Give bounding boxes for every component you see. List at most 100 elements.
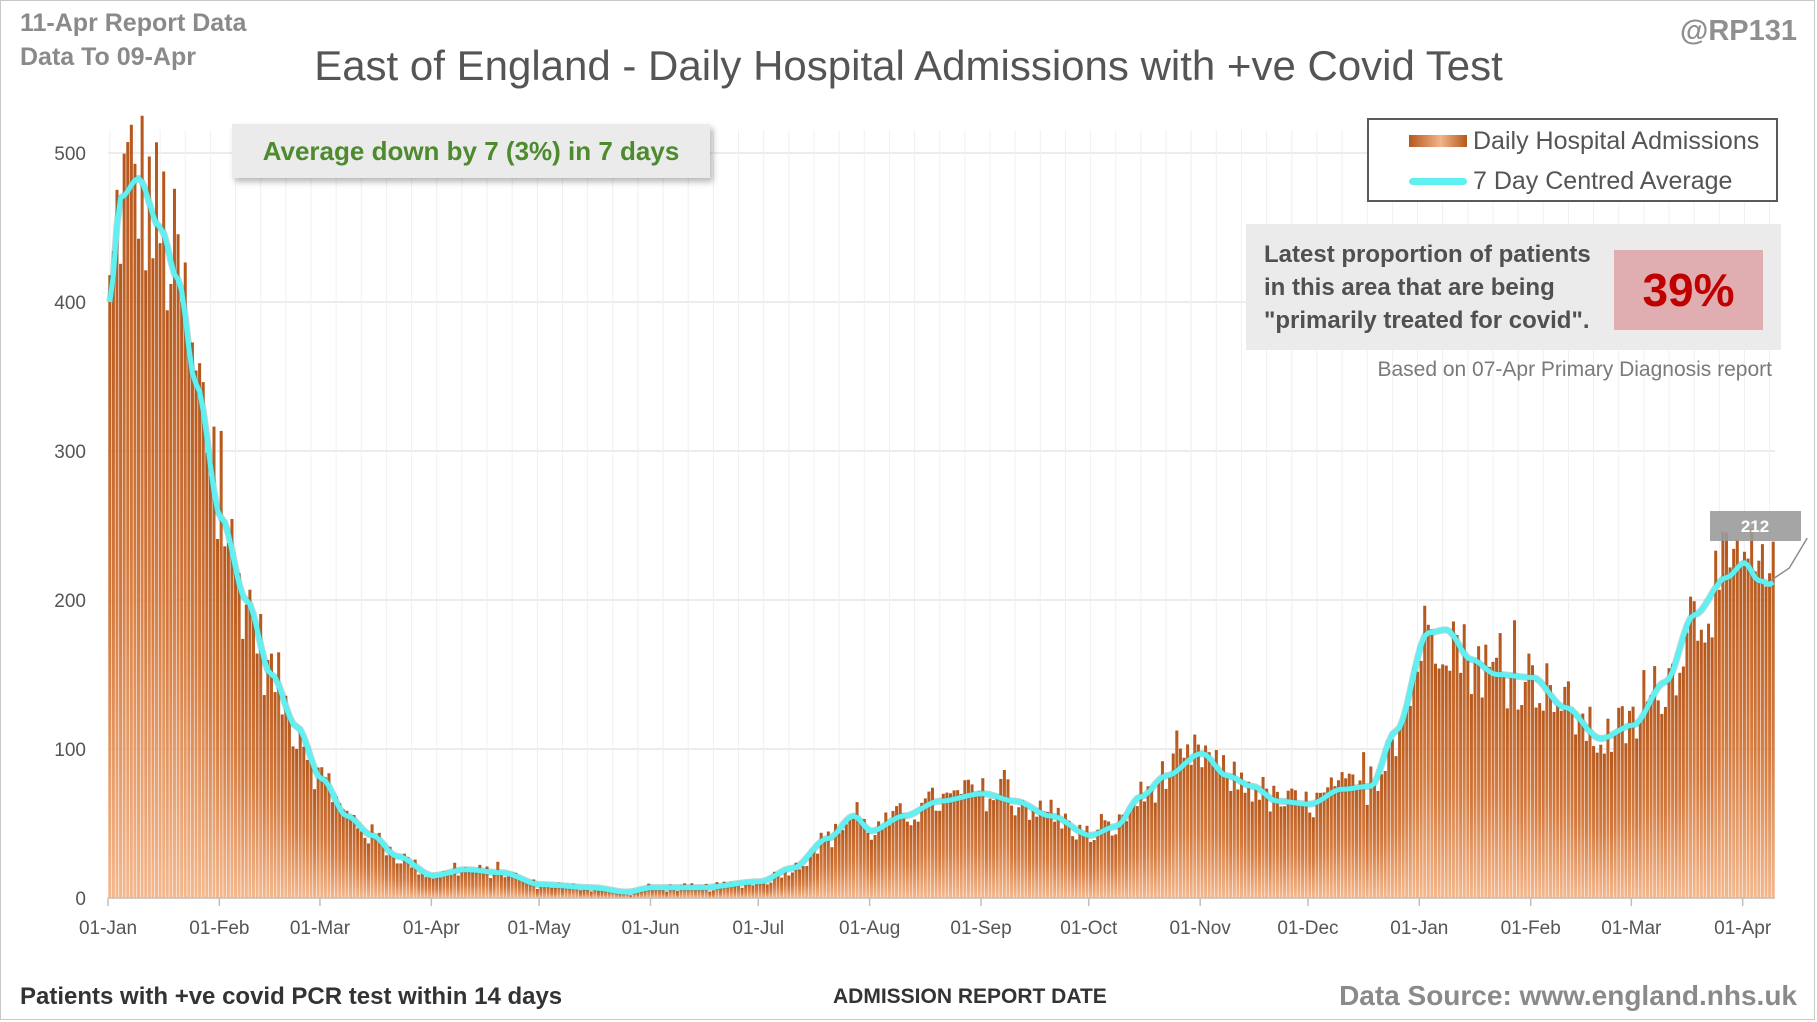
admission-bar [140,115,144,898]
admission-bar [1444,665,1448,898]
y-tick-label: 200 [54,591,86,612]
admission-bar [1437,668,1441,898]
admission-bar [1592,746,1596,898]
admission-bar [388,846,392,898]
admission-bar [478,864,482,898]
admission-bar [665,891,669,898]
admission-bar [629,895,633,898]
admission-bar [1293,790,1297,898]
admission-bar [776,874,780,898]
admission-bar [769,882,773,898]
admission-bar [1117,814,1121,898]
based-on-note: Based on 07-Apr Primary Diagnosis report [1377,358,1772,381]
admission-bar [1750,528,1754,898]
admission-bar [1398,728,1402,898]
admission-bar [320,767,324,898]
admission-bar [582,889,586,898]
admission-bar [1196,744,1200,898]
admission-bar [1171,753,1175,898]
admission-bar [1710,637,1714,898]
admission-bar [931,787,935,898]
admission-bar [1642,670,1646,898]
admission-bar [1678,672,1682,898]
admission-bar [1699,629,1703,898]
y-tick-label: 100 [54,740,86,761]
admission-bar [1311,817,1315,898]
admission-bar [1448,670,1452,898]
admission-bar [675,891,679,898]
admission-bar [338,803,342,898]
admission-bar [1577,720,1581,898]
admission-bar [1232,761,1236,898]
admission-bar [568,884,572,898]
admission-bar [1509,677,1513,898]
admission-bar [866,832,870,898]
admission-bar [841,830,845,898]
admission-bar [762,883,766,898]
admission-bar [981,778,985,898]
admission-bar [410,867,414,898]
admission-bar [988,798,992,898]
admission-bar [1369,766,1373,898]
legend-bar-swatch [1409,135,1467,147]
admission-bar [1746,558,1750,898]
admission-bar [1520,705,1524,898]
admission-bar [740,887,744,898]
admission-bar [1570,707,1574,898]
admission-bar [539,886,543,898]
admission-bar [586,887,590,898]
admission-bar [1354,786,1358,898]
admission-bar [460,870,464,898]
admission-bar [1376,790,1380,898]
admission-bar [819,832,823,898]
admission-bar [1685,632,1689,898]
admission-bar [269,653,273,898]
x-tick-label: 01-Aug [839,918,900,939]
admission-bar [604,889,608,898]
admission-bar [895,806,899,898]
admission-bar [305,759,309,898]
admission-bar [1157,780,1161,898]
admission-bar [1760,544,1764,898]
admission-bar [510,872,514,898]
admission-bar [719,886,723,898]
admission-bar [298,732,302,898]
admission-bar [1071,836,1075,898]
admission-bar [959,794,963,898]
admission-bar [1358,780,1362,898]
average-change-text: Average down by 7 (3%) in 7 days [262,135,680,166]
admission-bar [190,342,194,899]
admission-bar [485,866,489,898]
admission-bar [650,887,654,898]
x-tick-label: 01-Nov [1170,918,1232,939]
admission-bar [564,883,568,898]
admission-bar [938,810,942,898]
admission-bar [701,886,705,898]
y-tick-label: 0 [75,889,86,910]
admission-bar [851,816,855,898]
admission-bar [1132,804,1136,898]
admission-bar [905,821,909,898]
admission-bar [280,714,284,898]
admission-bar [446,870,450,898]
admission-bar [1142,801,1146,898]
admission-bar [844,824,848,898]
admission-bar [309,762,313,898]
admission-bar [331,802,335,898]
data-source: Data Source: www.england.nhs.uk [1339,980,1797,1011]
admission-bar [1771,541,1775,898]
admission-bar [1505,708,1509,898]
admission-bar [1430,629,1434,898]
admission-bar [1074,839,1078,898]
admission-bar [1459,672,1463,898]
admission-bar [1757,560,1761,898]
admission-bar [801,866,805,898]
admission-bar [126,142,130,899]
admission-bar [1010,805,1014,898]
admission-bar [1534,707,1538,898]
admission-bar [431,878,435,898]
y-tick-label: 300 [54,442,86,463]
admission-bar [683,883,687,898]
admission-bar [783,867,787,898]
